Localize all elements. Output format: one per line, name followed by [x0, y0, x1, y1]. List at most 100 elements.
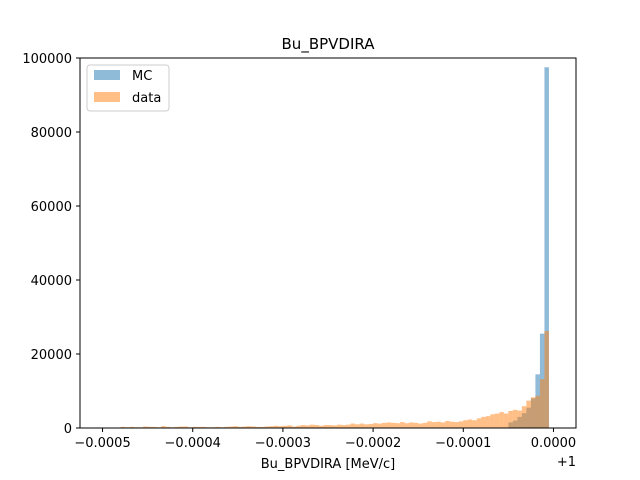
- y-tick-label-2: 40000: [31, 274, 72, 289]
- bar-data-78: [454, 422, 459, 428]
- bar-data-41: [287, 425, 292, 428]
- bar-data-53: [341, 425, 347, 428]
- legend: MC data: [86, 64, 170, 112]
- y-tick-label-4: 80000: [31, 126, 72, 141]
- bar-data-96: [535, 395, 540, 428]
- bar-data-85: [485, 416, 491, 428]
- bar-data-38: [273, 425, 279, 428]
- chart-title: Bu_BPVDIRA: [282, 35, 376, 54]
- bar-data-64: [391, 422, 396, 428]
- bar-data-31: [242, 426, 247, 428]
- x-axis-label: Bu_BPVDIRA [MeV/c]: [261, 457, 395, 472]
- bar-data-75: [440, 422, 446, 428]
- bar-data-56: [355, 424, 360, 428]
- bar-data-97: [539, 379, 545, 428]
- bar-data-27: [224, 426, 229, 428]
- bar-data-34: [255, 426, 261, 428]
- bar-data-20: [192, 426, 198, 428]
- bar-data-91: [512, 409, 518, 428]
- bar-data-49: [323, 425, 328, 428]
- bar-data-51: [332, 425, 338, 428]
- bar-data-74: [436, 421, 441, 428]
- bar-data-6: [129, 426, 135, 428]
- bar-data-98: [544, 331, 549, 428]
- bar-data-69: [413, 422, 419, 428]
- bar-data-33: [251, 426, 256, 428]
- y-axis: 0 20000 40000 60000 80000 100000: [22, 52, 80, 437]
- bar-data-72: [427, 421, 432, 428]
- bar-data-66: [400, 422, 405, 428]
- bar-data-67: [404, 423, 410, 428]
- x-axis-offset-label: +1: [557, 455, 576, 470]
- bar-data-87: [494, 413, 500, 428]
- bar-data-13: [161, 426, 166, 428]
- bar-data-32: [246, 426, 252, 428]
- y-tick-label-3: 60000: [31, 200, 72, 215]
- bar-data-40: [282, 425, 288, 428]
- x-tick-label-5: 0.0000: [531, 436, 577, 451]
- bar-data-25: [215, 426, 220, 428]
- legend-swatch-mc: [94, 70, 120, 80]
- bar-data-4: [120, 426, 126, 428]
- x-tick-label-1: −0.0004: [165, 436, 221, 451]
- bar-data-17: [179, 426, 184, 428]
- bar-data-50: [328, 425, 333, 428]
- bar-data-35: [260, 426, 265, 428]
- bar-data-65: [395, 423, 401, 428]
- bar-data-79: [458, 421, 464, 428]
- bar-data-46: [309, 424, 315, 428]
- bar-data-11: [152, 426, 157, 428]
- x-tick-label-0: −0.0005: [74, 436, 130, 451]
- bar-data-95: [530, 397, 536, 428]
- bar-mc-98: [544, 67, 549, 428]
- bar-data-77: [449, 421, 455, 428]
- bar-data-68: [409, 422, 414, 428]
- bar-data-90: [508, 410, 513, 428]
- bar-data-14: [165, 426, 171, 428]
- bar-data-39: [278, 426, 283, 428]
- bar-data-30: [237, 426, 243, 428]
- bar-data-47: [314, 425, 319, 428]
- series-data-bars: [116, 331, 549, 428]
- bar-data-16: [174, 426, 180, 428]
- bar-data-10: [147, 426, 153, 428]
- bar-data-58: [364, 424, 369, 428]
- bar-data-52: [337, 424, 342, 428]
- bar-data-82: [472, 420, 477, 428]
- bar-data-18: [183, 426, 189, 428]
- y-tick-label-5: 100000: [22, 52, 72, 67]
- bar-data-62: [382, 422, 387, 428]
- x-tick-label-2: −0.0003: [255, 436, 311, 451]
- bar-data-59: [368, 423, 374, 428]
- bar-data-94: [526, 400, 531, 428]
- bar-data-89: [503, 413, 509, 428]
- plot-frame: [79, 57, 577, 429]
- series-mc-bars: [508, 67, 549, 428]
- bar-data-70: [418, 423, 423, 428]
- legend-label-mc: MC: [132, 69, 152, 84]
- bar-data-21: [197, 426, 202, 428]
- bar-data-80: [463, 420, 468, 428]
- bar-data-22: [201, 426, 207, 428]
- legend-swatch-data: [94, 92, 120, 102]
- bar-data-61: [377, 423, 383, 428]
- bar-data-9: [143, 426, 148, 428]
- bar-data-84: [481, 416, 486, 428]
- bar-data-92: [517, 410, 522, 428]
- bar-data-43: [296, 425, 301, 428]
- x-tick-label-4: −0.0001: [435, 436, 491, 451]
- bar-data-44: [300, 425, 306, 428]
- bar-data-36: [264, 426, 270, 428]
- legend-label-data: data: [132, 91, 161, 106]
- bar-data-54: [346, 424, 351, 428]
- bar-data-60: [373, 423, 378, 428]
- bar-data-63: [386, 422, 392, 428]
- bar-data-48: [318, 425, 324, 428]
- bar-data-55: [350, 423, 356, 428]
- bar-data-57: [359, 423, 365, 428]
- bar-data-42: [291, 426, 297, 428]
- bar-data-88: [499, 412, 504, 428]
- bar-data-93: [521, 406, 527, 428]
- x-tick-label-3: −0.0002: [345, 436, 401, 451]
